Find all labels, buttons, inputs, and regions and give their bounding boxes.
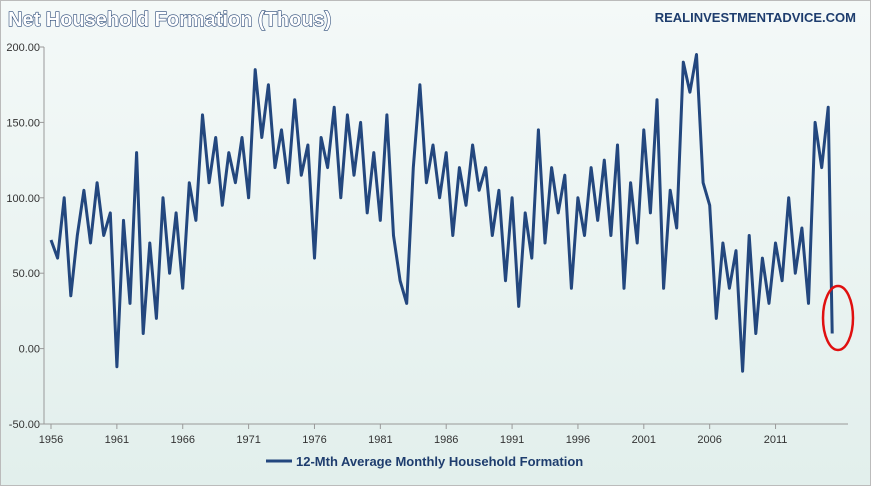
y-tick-label: 200.00 — [6, 42, 40, 54]
y-tick-label: 0.00 — [19, 344, 40, 356]
x-tick-label: 1961 — [105, 434, 129, 446]
y-tick-label: -50.00 — [9, 419, 40, 431]
highlight-ellipse — [821, 284, 855, 352]
x-tick-label: 1981 — [368, 434, 392, 446]
x-tick-label: 1966 — [170, 434, 194, 446]
x-tick-label: 1991 — [500, 434, 524, 446]
source-label: REALINVESTMENTADVICE.COM — [655, 10, 856, 25]
y-tick-label: 50.00 — [12, 268, 40, 280]
chart-title: Net Household Formation (Thous) — [8, 9, 331, 31]
plot-area: -50.00 0.00 50.00 100.00 150.00 200.00 1956 196… — [6, 42, 848, 446]
x-tick-label: 1956 — [39, 434, 63, 446]
x-tick-label: 1971 — [236, 434, 260, 446]
legend-label: 12-Mth Average Monthly Household Formati… — [296, 454, 583, 469]
x-tick-label: 2006 — [697, 434, 721, 446]
x-tick-label: 1976 — [302, 434, 326, 446]
x-tick-label: 1986 — [434, 434, 458, 446]
x-tick-label: 1996 — [566, 434, 590, 446]
x-tick-label: 2001 — [632, 434, 656, 446]
y-tick-label: 150.00 — [6, 117, 40, 129]
data-line — [49, 53, 834, 373]
y-tick-label: 100.00 — [6, 193, 40, 205]
x-tick-label: 2011 — [764, 434, 788, 446]
